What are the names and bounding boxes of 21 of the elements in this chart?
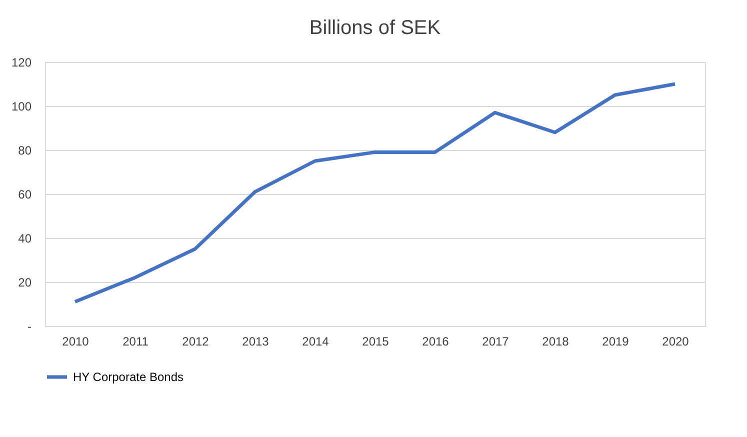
x-tick-label: 2016 <box>422 334 450 348</box>
line-series <box>73 82 677 304</box>
y-tick-label: 120 <box>11 56 32 70</box>
x-tick-label: 2014 <box>302 334 330 348</box>
x-tick-label: 2011 <box>122 334 149 348</box>
x-tick-label: 2015 <box>362 334 390 348</box>
x-tick-label: 2017 <box>482 334 510 348</box>
y-tick-label: 80 <box>18 144 32 158</box>
y-tick-label: 60 <box>18 188 32 202</box>
x-tick-label: 2020 <box>662 334 690 348</box>
y-tick-label: - <box>28 320 32 334</box>
x-tick-label: 2012 <box>182 334 210 348</box>
y-tick-label: 100 <box>11 100 32 114</box>
x-tick-label: 2010 <box>62 334 90 348</box>
y-tick-label: 20 <box>18 276 32 290</box>
chart-title: Billions of SEK <box>309 17 442 39</box>
y-tick-label: 40 <box>18 232 32 246</box>
x-tick-label: 2019 <box>602 334 630 348</box>
legend-label: HY Corporate Bonds <box>73 370 184 384</box>
x-tick-label: 2013 <box>242 334 270 348</box>
x-tick-label: 2018 <box>542 334 570 348</box>
